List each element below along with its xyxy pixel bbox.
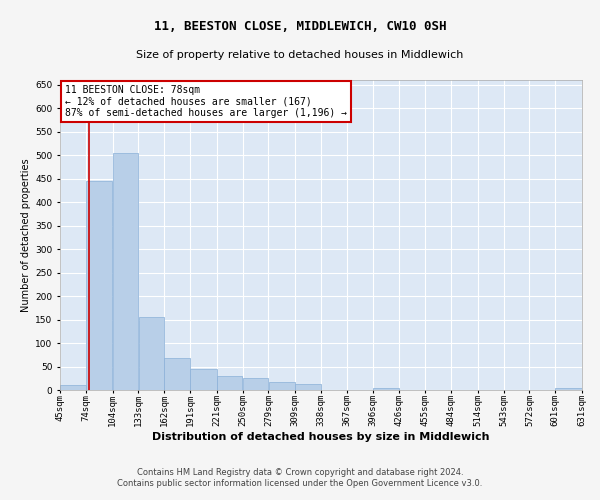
Bar: [139, 317, 164, 390]
Bar: [556, 388, 582, 390]
Bar: [86, 181, 112, 390]
X-axis label: Distribution of detached houses by size in Middlewich: Distribution of detached houses by size …: [152, 432, 490, 442]
Text: Contains HM Land Registry data © Crown copyright and database right 2024.
Contai: Contains HM Land Registry data © Crown c…: [118, 468, 482, 487]
Bar: [217, 376, 242, 390]
Bar: [60, 386, 86, 390]
Bar: [190, 369, 217, 390]
Bar: [295, 384, 321, 390]
Text: Size of property relative to detached houses in Middlewich: Size of property relative to detached ho…: [136, 50, 464, 60]
Y-axis label: Number of detached properties: Number of detached properties: [21, 158, 31, 312]
Bar: [243, 378, 268, 390]
Text: 11, BEESTON CLOSE, MIDDLEWICH, CW10 0SH: 11, BEESTON CLOSE, MIDDLEWICH, CW10 0SH: [154, 20, 446, 33]
Bar: [164, 358, 190, 390]
Text: 11 BEESTON CLOSE: 78sqm
← 12% of detached houses are smaller (167)
87% of semi-d: 11 BEESTON CLOSE: 78sqm ← 12% of detache…: [65, 84, 347, 118]
Bar: [373, 388, 399, 390]
Bar: [269, 382, 295, 390]
Bar: [113, 153, 138, 390]
